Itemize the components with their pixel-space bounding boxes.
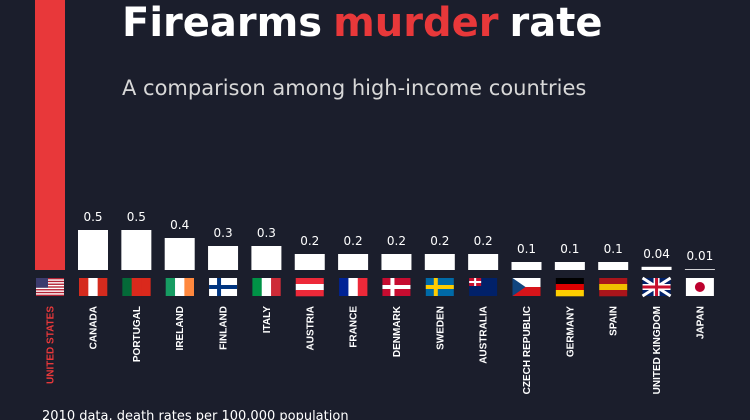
x-tick-label: AUSTRALIA: [479, 306, 490, 364]
flag-part: [555, 290, 584, 297]
bar: [208, 246, 239, 270]
bar: [381, 254, 412, 270]
x-tick-label: IRELAND: [175, 306, 186, 350]
bar: [35, 0, 65, 270]
flag-part: [382, 285, 411, 289]
flag-part: [36, 289, 64, 291]
flag-part: [555, 284, 584, 291]
bar: [78, 230, 108, 270]
value-label: 0.2: [344, 234, 363, 248]
value-label: 0.1: [517, 242, 536, 256]
x-tick-label: CANADA: [89, 306, 100, 349]
flag-part: [599, 290, 628, 297]
flag-part: [131, 278, 142, 296]
bar: [294, 254, 325, 270]
flag-part: [295, 290, 324, 297]
value-label: 0.4: [170, 218, 189, 232]
flag-part: [36, 291, 64, 294]
flag-part: [36, 280, 64, 283]
flag-part: [271, 278, 281, 296]
flag-part: [357, 278, 368, 296]
bar: [511, 262, 542, 270]
flag-part: [555, 278, 584, 285]
value-label: 0.04: [643, 247, 670, 261]
flag-part: [295, 284, 324, 291]
flag-part: [469, 281, 482, 283]
value-label: 0.3: [214, 226, 233, 240]
bar: [251, 246, 282, 270]
flag-part: [339, 278, 349, 296]
bar: [468, 254, 499, 270]
flag-part: [36, 294, 64, 296]
flag-part: [694, 282, 705, 292]
value-label: 0.2: [387, 234, 406, 248]
flag-part: [642, 285, 671, 289]
bar: [338, 254, 369, 270]
flag-part: [165, 278, 176, 296]
flag-part: [88, 278, 98, 296]
x-tick-label: GERMANY: [565, 306, 576, 357]
flag-part: [348, 278, 359, 296]
flag-part: [36, 283, 64, 285]
flag-part: [175, 278, 185, 296]
x-tick-label: UNITED STATES: [46, 306, 57, 384]
footnote: 2010 data, death rates per 100,000 popul…: [42, 409, 349, 420]
value-label: 0.2: [430, 234, 449, 248]
flag-part: [36, 278, 48, 288]
x-tick-label: FINLAND: [219, 306, 230, 350]
x-tick-label: CZECH REPUBLIC: [522, 306, 533, 394]
bar: [684, 269, 715, 270]
flag-part: [252, 278, 263, 296]
bar: [424, 254, 455, 270]
flag-part: [295, 278, 324, 285]
title-word: Firearms: [122, 0, 322, 46]
value-label: 0.2: [300, 234, 319, 248]
flag-part: [97, 278, 108, 296]
flag-part: [425, 285, 454, 289]
bar: [641, 266, 672, 270]
flag-part: [36, 286, 64, 288]
chart-subtitle: A comparison among high-income countries: [122, 76, 586, 100]
x-tick-label: JAPAN: [695, 306, 706, 339]
x-tick-label: ITALY: [262, 306, 273, 334]
flag-part: [122, 278, 132, 296]
x-tick-label: DENMARK: [392, 305, 403, 357]
chart-title: Firearms murder rate: [122, 0, 602, 46]
flag-part: [184, 278, 194, 296]
x-tick-label: SWEDEN: [435, 306, 446, 350]
flag-part: [261, 278, 272, 296]
value-label: 0.1: [604, 242, 623, 256]
value-label: 0.5: [83, 210, 102, 224]
title-word: rate: [509, 0, 602, 46]
x-tick-label: FRANCE: [349, 306, 360, 348]
flag-part: [599, 278, 628, 285]
value-label: 0.3: [257, 226, 276, 240]
flag-part: [209, 285, 238, 289]
value-label: 0.5: [127, 210, 146, 224]
bar: [598, 262, 629, 270]
flag-part: [512, 278, 541, 287]
bar: [554, 262, 585, 270]
title-word: murder: [333, 0, 499, 46]
value-label: 0.1: [560, 242, 579, 256]
flag-part: [512, 278, 526, 296]
x-tick-label: PORTUGAL: [132, 306, 143, 362]
flag-part: [141, 278, 151, 296]
x-tick-label: SPAIN: [609, 306, 620, 336]
bar: [121, 230, 152, 270]
flag-part: [36, 278, 64, 280]
flag-part: [599, 284, 628, 291]
x-tick-label: AUSTRIA: [305, 306, 316, 350]
x-tick-label: UNITED KINGDOM: [652, 306, 663, 394]
value-label: 0.2: [474, 234, 493, 248]
flag-part: [79, 278, 89, 296]
flag-part: [512, 287, 541, 296]
bar: [164, 238, 195, 270]
value-label: 0.01: [687, 249, 714, 263]
